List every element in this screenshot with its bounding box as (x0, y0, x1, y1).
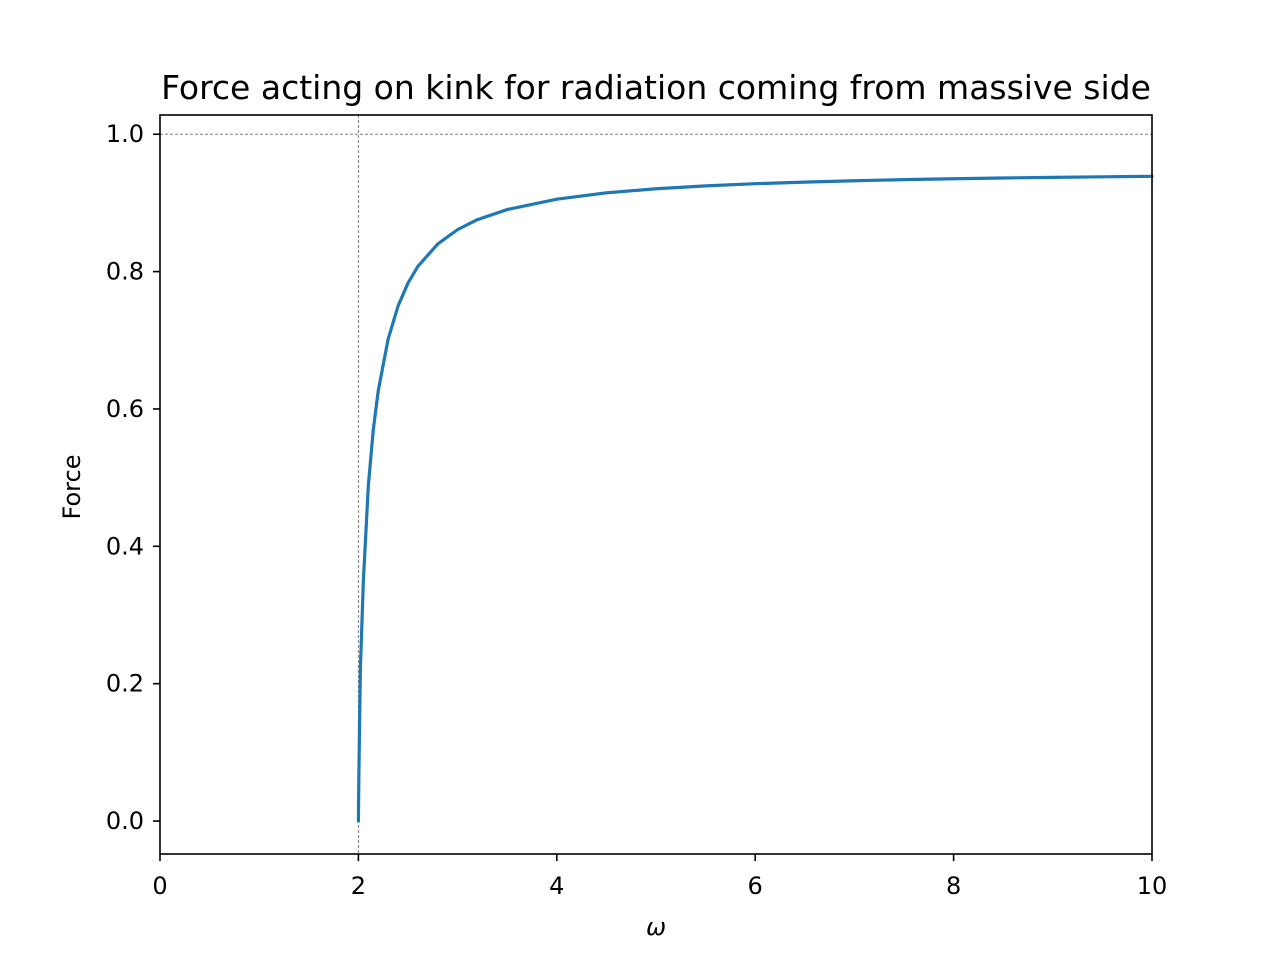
y-tick-label: 0.6 (106, 395, 144, 423)
x-tick-label: 2 (351, 872, 366, 900)
y-tick-label: 0.8 (106, 258, 144, 286)
y-axis-label: Force (58, 455, 86, 520)
y-axis-ticks: 0.0 0.2 0.4 0.6 0.8 1.0 (106, 120, 160, 835)
y-tick-label: 0.4 (106, 532, 144, 560)
x-tick-label: 4 (549, 872, 564, 900)
x-tick-label: 8 (946, 872, 961, 900)
chart-title: Force acting on kink for radiation comin… (161, 68, 1151, 107)
x-tick-label: 10 (1137, 872, 1168, 900)
axes-background (160, 115, 1152, 854)
axes-frame (159, 114, 1153, 855)
y-tick-label: 0.2 (106, 670, 144, 698)
y-tick-label: 0.0 (106, 807, 144, 835)
x-tick-label: 0 (152, 872, 167, 900)
y-tick-label: 1.0 (106, 120, 144, 148)
x-tick-label: 6 (748, 872, 763, 900)
plot-area: 0 2 4 6 8 10 0.0 0.2 0.4 0.6 0.8 1.0 (106, 114, 1167, 900)
x-axis-label: ω (646, 913, 666, 941)
series-line (356, 174, 1154, 823)
x-axis-ticks: 0 2 4 6 8 10 (152, 854, 1167, 900)
series-layer (356, 174, 1154, 823)
